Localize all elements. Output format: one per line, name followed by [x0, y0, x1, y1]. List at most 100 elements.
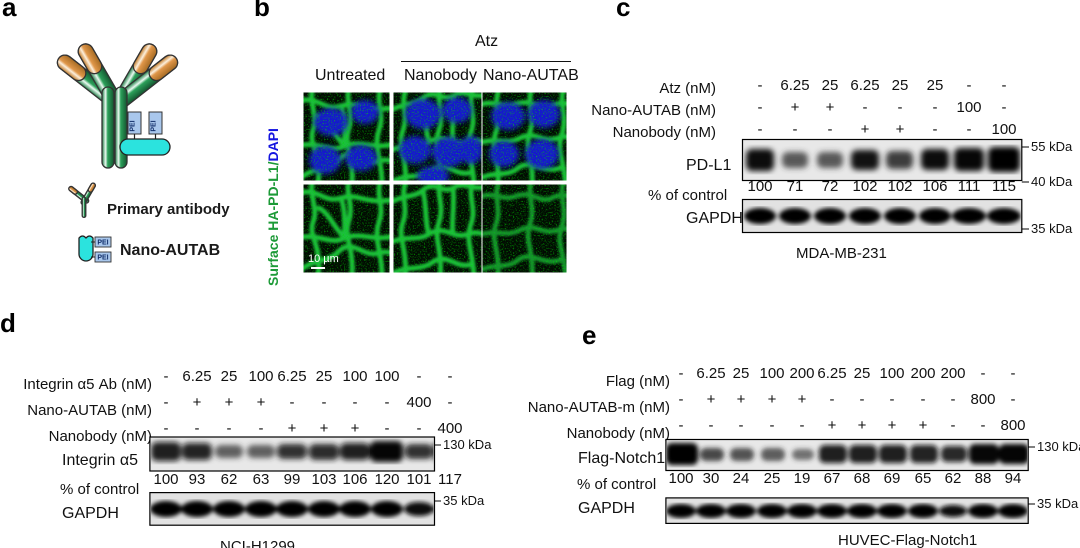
- svg-text:35 kDa: 35 kDa: [1037, 496, 1079, 511]
- svg-text:-: -: [709, 417, 714, 434]
- svg-text:+: +: [858, 417, 867, 434]
- svg-text:6.25: 6.25: [817, 365, 846, 382]
- svg-text:100: 100: [879, 365, 904, 382]
- svg-text:35 kDa: 35 kDa: [443, 493, 485, 508]
- svg-text:-: -: [259, 420, 264, 437]
- svg-text:25: 25: [927, 77, 944, 94]
- svg-text:6.25: 6.25: [182, 368, 211, 385]
- svg-text:-: -: [290, 394, 295, 411]
- svg-text:800: 800: [970, 391, 995, 408]
- svg-text:+: +: [707, 391, 716, 408]
- svg-text:117: 117: [438, 471, 462, 488]
- svg-text:+: +: [791, 99, 800, 116]
- svg-text:-: -: [921, 391, 926, 408]
- svg-text:35 kDa: 35 kDa: [1031, 221, 1073, 236]
- svg-text:67: 67: [824, 470, 841, 487]
- svg-text:200: 200: [789, 365, 814, 382]
- svg-text:400: 400: [406, 394, 431, 411]
- svg-text:+: +: [320, 420, 329, 437]
- svg-text:-: -: [830, 391, 835, 408]
- svg-text:-: -: [195, 420, 200, 437]
- svg-text:6.25: 6.25: [780, 77, 809, 94]
- svg-text:+: +: [768, 391, 777, 408]
- svg-text:-: -: [679, 391, 684, 408]
- svg-text:+: +: [737, 391, 746, 408]
- svg-text:-: -: [448, 368, 453, 385]
- svg-text:25: 25: [892, 77, 909, 94]
- svg-text:-: -: [933, 121, 938, 138]
- svg-text:-: -: [758, 99, 763, 116]
- svg-text:24: 24: [733, 470, 750, 487]
- svg-text:+: +: [798, 391, 807, 408]
- svg-text:25: 25: [822, 77, 839, 94]
- svg-text:130 kDa: 130 kDa: [1037, 439, 1080, 454]
- svg-text:100: 100: [342, 368, 367, 385]
- svg-text:120: 120: [374, 471, 399, 488]
- svg-text:101: 101: [406, 471, 431, 488]
- svg-text:88: 88: [975, 470, 992, 487]
- svg-text:-: -: [828, 121, 833, 138]
- svg-text:-: -: [1002, 99, 1007, 116]
- svg-text:93: 93: [189, 471, 206, 488]
- svg-text:55 kDa: 55 kDa: [1031, 139, 1073, 154]
- svg-text:-: -: [898, 99, 903, 116]
- svg-text:63: 63: [253, 471, 270, 488]
- svg-text:+: +: [861, 121, 870, 138]
- svg-text:-: -: [417, 420, 422, 437]
- svg-text:-: -: [353, 394, 358, 411]
- svg-text:+: +: [919, 417, 928, 434]
- svg-text:100: 100: [956, 99, 981, 116]
- svg-text:400: 400: [437, 420, 462, 437]
- svg-text:106: 106: [342, 471, 367, 488]
- svg-text:-: -: [679, 365, 684, 382]
- svg-text:+: +: [288, 420, 297, 437]
- svg-text:100: 100: [153, 471, 178, 488]
- svg-text:+: +: [896, 121, 905, 138]
- svg-text:-: -: [758, 77, 763, 94]
- svg-text:-: -: [385, 394, 390, 411]
- svg-text:-: -: [770, 417, 775, 434]
- svg-text:+: +: [828, 417, 837, 434]
- svg-text:-: -: [164, 394, 169, 411]
- svg-text:19: 19: [794, 470, 811, 487]
- svg-text:25: 25: [221, 368, 238, 385]
- svg-text:65: 65: [915, 470, 932, 487]
- svg-text:94: 94: [1005, 470, 1022, 487]
- svg-text:+: +: [225, 394, 234, 411]
- svg-text:-: -: [322, 394, 327, 411]
- svg-text:-: -: [981, 417, 986, 434]
- svg-text:100: 100: [991, 121, 1016, 138]
- svg-text:-: -: [890, 391, 895, 408]
- svg-text:+: +: [351, 420, 360, 437]
- svg-text:99: 99: [284, 471, 301, 488]
- svg-text:25: 25: [764, 470, 781, 487]
- svg-text:200: 200: [940, 365, 965, 382]
- svg-text:-: -: [863, 99, 868, 116]
- svg-text:69: 69: [884, 470, 901, 487]
- svg-text:-: -: [417, 368, 422, 385]
- svg-text:40 kDa: 40 kDa: [1031, 174, 1073, 189]
- svg-text:-: -: [1011, 391, 1016, 408]
- svg-text:-: -: [860, 391, 865, 408]
- svg-text:62: 62: [945, 470, 962, 487]
- svg-text:-: -: [758, 121, 763, 138]
- svg-text:800: 800: [1000, 417, 1025, 434]
- svg-text:-: -: [967, 77, 972, 94]
- svg-text:100: 100: [248, 368, 273, 385]
- svg-text:-: -: [164, 368, 169, 385]
- svg-text:+: +: [257, 394, 266, 411]
- svg-text:-: -: [967, 121, 972, 138]
- svg-text:130 kDa: 130 kDa: [443, 437, 492, 452]
- svg-text:100: 100: [759, 365, 784, 382]
- svg-text:-: -: [385, 420, 390, 437]
- svg-text:-: -: [739, 417, 744, 434]
- svg-text:68: 68: [854, 470, 871, 487]
- svg-text:103: 103: [311, 471, 336, 488]
- svg-text:25: 25: [854, 365, 871, 382]
- svg-text:-: -: [448, 394, 453, 411]
- svg-text:-: -: [951, 417, 956, 434]
- svg-text:-: -: [793, 121, 798, 138]
- svg-text:-: -: [933, 99, 938, 116]
- svg-text:62: 62: [221, 471, 238, 488]
- svg-text:6.25: 6.25: [277, 368, 306, 385]
